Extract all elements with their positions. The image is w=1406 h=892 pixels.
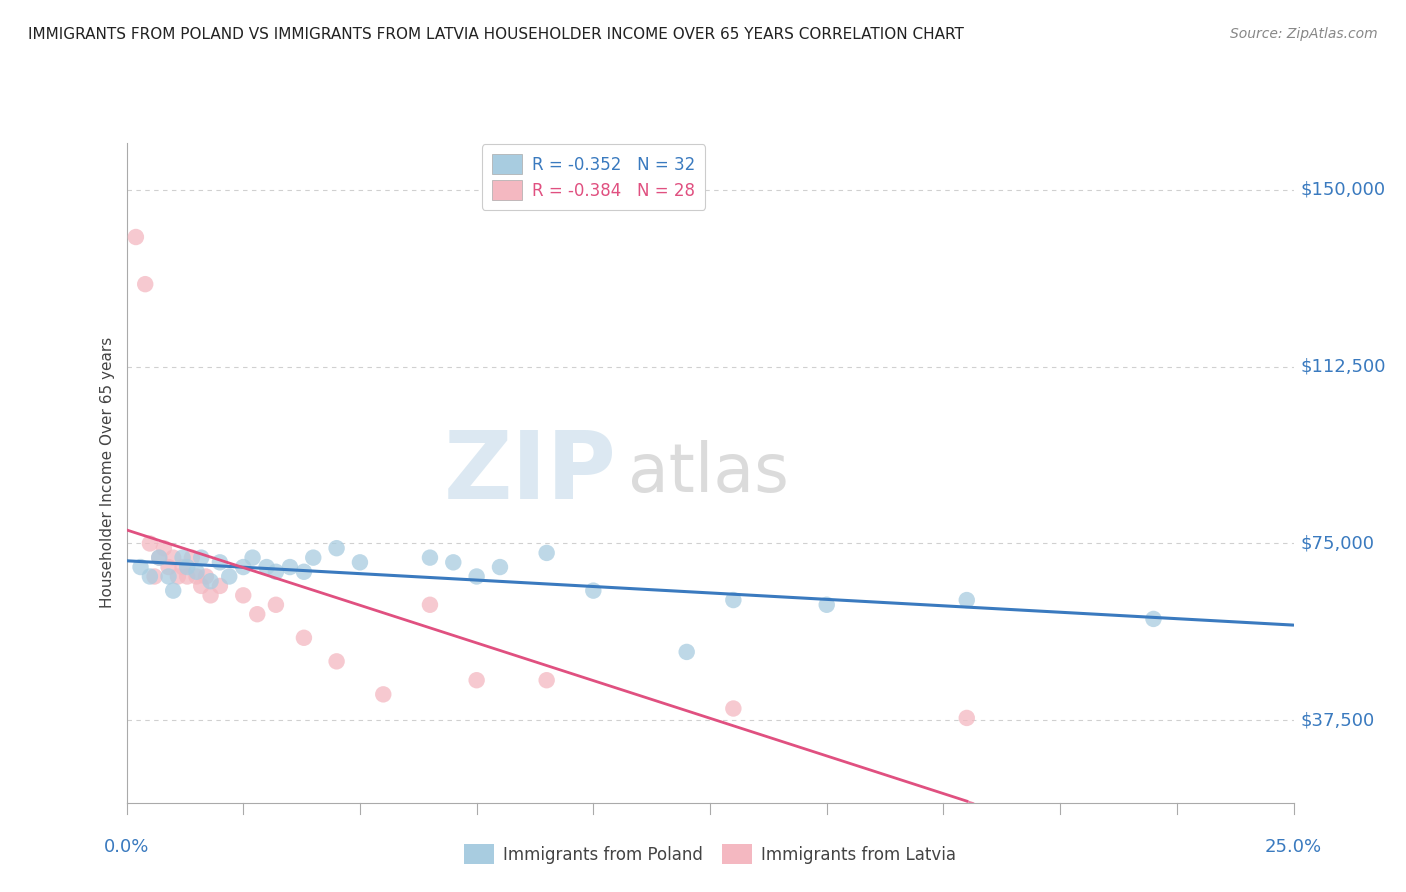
Point <box>167 569 190 583</box>
Point <box>218 569 240 583</box>
Point <box>723 701 745 715</box>
Point <box>153 541 176 556</box>
Point <box>148 550 170 565</box>
Point <box>162 550 184 565</box>
Point <box>134 277 156 292</box>
Point <box>489 560 512 574</box>
Point <box>148 550 170 565</box>
Point <box>419 598 441 612</box>
Point <box>139 569 162 583</box>
Point <box>139 536 162 550</box>
Point <box>143 569 166 583</box>
Point <box>325 654 347 668</box>
Point <box>582 583 605 598</box>
Point <box>194 569 217 583</box>
Point <box>129 560 152 574</box>
Point <box>200 574 222 589</box>
Point <box>190 550 212 565</box>
Text: ZIP: ZIP <box>444 426 617 519</box>
Point <box>186 565 208 579</box>
Text: Source: ZipAtlas.com: Source: ZipAtlas.com <box>1230 27 1378 41</box>
Point <box>675 645 697 659</box>
Point <box>172 560 194 574</box>
Point <box>465 569 488 583</box>
Text: 25.0%: 25.0% <box>1265 838 1322 856</box>
Point <box>190 579 212 593</box>
Point <box>242 550 264 565</box>
Point <box>264 565 287 579</box>
Point <box>441 555 464 569</box>
Text: $112,500: $112,500 <box>1301 358 1386 376</box>
Point <box>292 565 315 579</box>
Point <box>157 569 180 583</box>
Text: $150,000: $150,000 <box>1301 181 1386 199</box>
Point <box>232 588 254 602</box>
Point <box>176 560 198 574</box>
Point <box>956 593 979 607</box>
Point <box>180 550 202 565</box>
Point <box>172 550 194 565</box>
Point <box>1142 612 1164 626</box>
Text: 0.0%: 0.0% <box>104 838 149 856</box>
Point <box>246 607 269 622</box>
Text: $37,500: $37,500 <box>1301 711 1375 730</box>
Point <box>186 569 208 583</box>
Point <box>125 230 148 244</box>
Legend: Immigrants from Poland, Immigrants from Latvia: Immigrants from Poland, Immigrants from … <box>457 838 963 871</box>
Point <box>815 598 838 612</box>
Point <box>465 673 488 688</box>
Point <box>208 555 231 569</box>
Point <box>278 560 301 574</box>
Text: IMMIGRANTS FROM POLAND VS IMMIGRANTS FROM LATVIA HOUSEHOLDER INCOME OVER 65 YEAR: IMMIGRANTS FROM POLAND VS IMMIGRANTS FRO… <box>28 27 965 42</box>
Text: atlas: atlas <box>628 440 789 506</box>
Point <box>256 560 278 574</box>
Point <box>723 593 745 607</box>
Point <box>208 579 231 593</box>
Point <box>956 711 979 725</box>
Point <box>325 541 347 556</box>
Point <box>302 550 325 565</box>
Point <box>157 560 180 574</box>
Point <box>232 560 254 574</box>
Point <box>162 583 184 598</box>
Point <box>200 588 222 602</box>
Point <box>536 673 558 688</box>
Point <box>176 569 198 583</box>
Text: $75,000: $75,000 <box>1301 534 1375 552</box>
Point <box>292 631 315 645</box>
Point <box>536 546 558 560</box>
Y-axis label: Householder Income Over 65 years: Householder Income Over 65 years <box>100 337 115 608</box>
Point <box>349 555 371 569</box>
Point <box>373 687 395 701</box>
Point <box>264 598 287 612</box>
Point <box>419 550 441 565</box>
